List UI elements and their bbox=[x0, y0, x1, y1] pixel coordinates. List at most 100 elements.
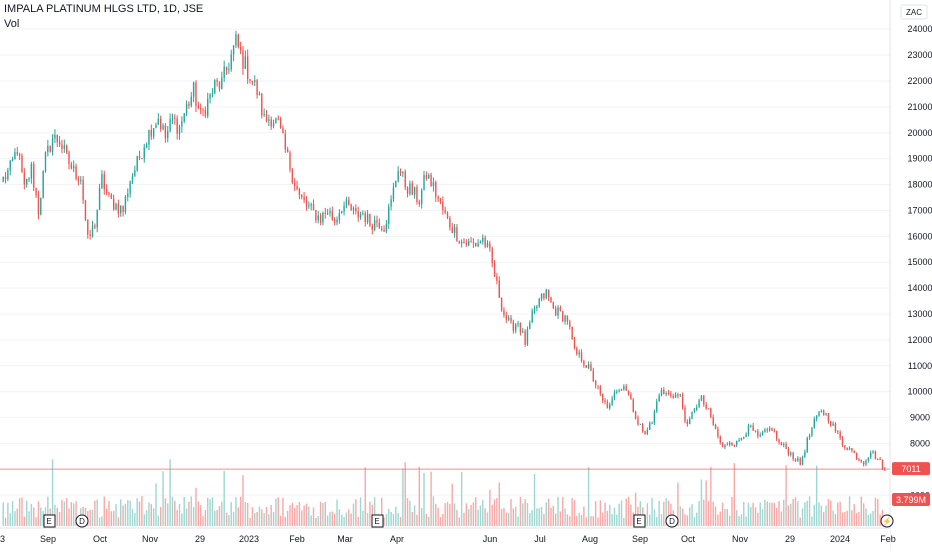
candle-body bbox=[818, 411, 820, 417]
volume-bar bbox=[726, 509, 729, 526]
volume-bar bbox=[185, 508, 188, 526]
volume-bar bbox=[482, 499, 484, 526]
volume-bar bbox=[395, 506, 397, 526]
candle-body bbox=[491, 248, 493, 264]
volume-bar bbox=[2, 502, 4, 526]
candle-body bbox=[519, 323, 522, 333]
price-tick-label: 8000 bbox=[910, 438, 930, 448]
time-tick-label: Nov bbox=[142, 534, 159, 544]
volume-bar bbox=[721, 502, 724, 526]
dividend-marker[interactable] bbox=[75, 514, 89, 528]
currency-badge[interactable] bbox=[900, 4, 928, 20]
candle-body bbox=[364, 213, 366, 223]
candle-body bbox=[411, 183, 413, 195]
candle-body bbox=[129, 181, 131, 194]
candle-body bbox=[465, 242, 468, 246]
candle-body bbox=[703, 395, 705, 405]
candle-body bbox=[827, 413, 830, 422]
volume-bar bbox=[691, 504, 693, 526]
candle-body bbox=[124, 196, 127, 212]
earnings-marker[interactable] bbox=[371, 514, 384, 528]
volume-bar bbox=[714, 506, 717, 526]
candle-body bbox=[653, 411, 656, 423]
candle-body bbox=[719, 436, 721, 443]
candle-body bbox=[820, 410, 823, 412]
candle-body bbox=[604, 400, 606, 403]
candle-body bbox=[73, 166, 75, 169]
candle-body bbox=[176, 118, 178, 134]
volume-bar bbox=[164, 498, 167, 526]
split-marker[interactable] bbox=[880, 514, 894, 528]
candle-body bbox=[204, 109, 207, 117]
volume-bar bbox=[797, 501, 799, 526]
volume-bar bbox=[289, 505, 291, 526]
candle-body bbox=[235, 34, 237, 46]
volume-bar bbox=[604, 502, 606, 526]
volume-bar bbox=[270, 504, 272, 526]
volume-bar bbox=[402, 468, 404, 526]
candle-body bbox=[65, 145, 68, 153]
candle-body bbox=[728, 442, 731, 446]
time-tick-label: 29 bbox=[785, 534, 795, 544]
earnings-marker[interactable] bbox=[633, 514, 646, 528]
candle-body bbox=[439, 198, 442, 202]
volume-bar bbox=[373, 497, 376, 526]
volume-bar bbox=[515, 506, 517, 526]
candle-body bbox=[319, 215, 322, 223]
volume-bar bbox=[383, 517, 385, 526]
candle-body bbox=[724, 444, 726, 448]
volume-bar bbox=[221, 501, 223, 526]
volume-bar bbox=[498, 482, 500, 526]
candle-body bbox=[185, 103, 188, 114]
volume-bar bbox=[355, 499, 357, 526]
volume-bar bbox=[115, 504, 117, 526]
candle-body bbox=[477, 243, 479, 247]
volume-indicator-label[interactable]: Vol bbox=[4, 18, 20, 30]
candle-body bbox=[799, 458, 801, 465]
volume-bar bbox=[475, 497, 477, 526]
volume-bar bbox=[531, 510, 533, 526]
candle-body bbox=[68, 152, 70, 165]
candle-body bbox=[326, 213, 329, 215]
volume-bar bbox=[486, 512, 489, 526]
last-price-badge bbox=[892, 462, 930, 476]
candle-body bbox=[467, 241, 470, 246]
dividend-marker[interactable] bbox=[665, 514, 679, 528]
price-tick-label: 23000 bbox=[907, 50, 932, 60]
volume-bar bbox=[409, 500, 411, 526]
candle-body bbox=[801, 456, 804, 465]
volume-bar bbox=[237, 507, 239, 526]
candle-body bbox=[348, 199, 350, 205]
candle-body bbox=[543, 293, 545, 299]
candle-body bbox=[524, 331, 526, 345]
candle-body bbox=[103, 174, 105, 190]
volume-bar bbox=[134, 513, 136, 526]
volume-bar bbox=[855, 513, 858, 526]
volume-bar bbox=[601, 512, 604, 526]
volume-bar bbox=[510, 499, 512, 526]
earnings-marker[interactable] bbox=[43, 514, 56, 528]
volume-bar bbox=[138, 501, 141, 526]
candle-body bbox=[674, 394, 677, 398]
volume-bar bbox=[211, 497, 214, 526]
volume-bar bbox=[460, 471, 463, 526]
candle-body bbox=[806, 437, 808, 452]
candle-body bbox=[56, 134, 58, 143]
volume-bar bbox=[223, 470, 225, 526]
volume-bar bbox=[853, 504, 855, 526]
volume-bar bbox=[202, 516, 204, 526]
candle-body bbox=[797, 458, 799, 462]
volume-bar bbox=[696, 512, 698, 526]
volume-bar bbox=[451, 483, 453, 526]
volume-bar bbox=[811, 516, 813, 526]
candle-body bbox=[49, 145, 51, 152]
candle-body bbox=[331, 211, 334, 220]
candle-body bbox=[569, 321, 571, 327]
candle-body bbox=[169, 119, 171, 132]
volume-bar bbox=[174, 500, 176, 526]
candle-body bbox=[867, 457, 870, 461]
volume-bar bbox=[632, 512, 634, 526]
candle-body bbox=[35, 187, 37, 196]
